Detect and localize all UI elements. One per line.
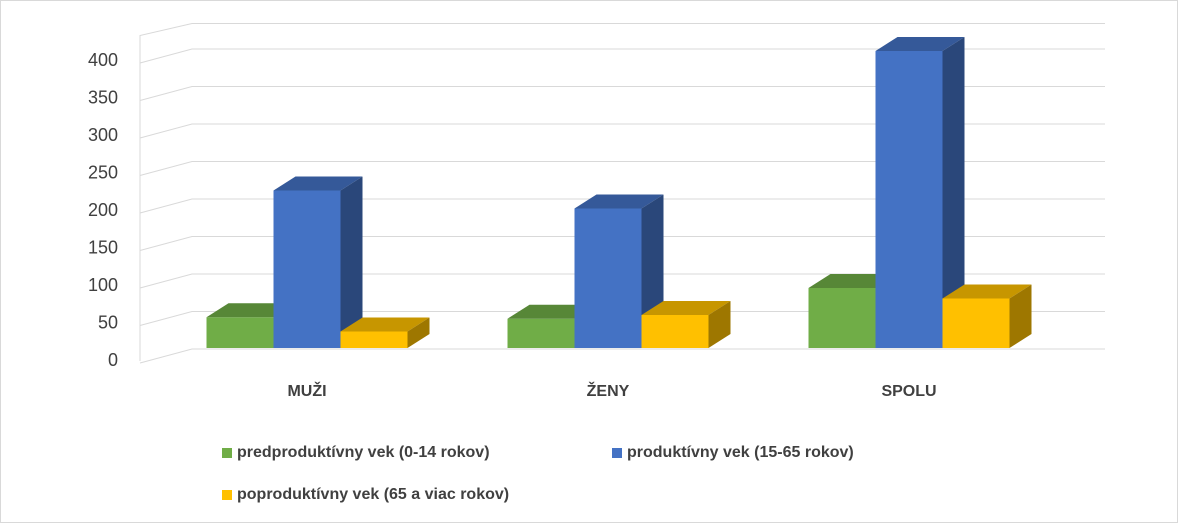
grid-line	[139, 161, 1105, 176]
y-tick-label: 150	[88, 237, 118, 257]
bar	[340, 331, 408, 348]
bar-top	[340, 317, 430, 332]
grid-line	[139, 273, 1105, 289]
bar-top	[942, 284, 1032, 299]
grid-line	[139, 198, 1105, 214]
y-tick-label: 300	[88, 125, 118, 145]
legend-swatch	[222, 490, 232, 500]
bar-side	[708, 301, 731, 348]
legend-label: produktívny vek (15-65 rokov)	[627, 444, 854, 461]
bar	[942, 298, 1010, 348]
x-tick-label: SPOLU	[881, 383, 936, 400]
bar-top	[273, 176, 363, 191]
grid-line	[139, 348, 1105, 364]
wall-edge	[139, 23, 1105, 361]
bar-top	[641, 301, 731, 315]
bar-top	[808, 274, 898, 288]
x-tick-label: ŽENY	[587, 381, 630, 400]
bar-side	[1009, 284, 1032, 348]
legend-label: predproduktívny vek (0-14 rokov)	[237, 444, 490, 461]
y-tick-label: 50	[98, 312, 118, 332]
legend-label: poproduktívny vek (65 a viac rokov)	[237, 486, 509, 503]
y-tick-label: 200	[88, 200, 118, 220]
bar-top	[507, 304, 597, 319]
bar-side	[942, 37, 965, 348]
bar	[273, 190, 341, 348]
grid-line	[139, 311, 1105, 326]
y-tick-label: 0	[108, 350, 118, 370]
bar-side	[407, 317, 430, 348]
bar	[574, 208, 642, 348]
bar-top	[206, 303, 296, 318]
bar-top	[875, 37, 965, 51]
y-tick-label: 400	[88, 50, 118, 70]
y-tick-label: 250	[88, 162, 118, 182]
y-tick-label: 100	[88, 275, 118, 295]
bar-side	[340, 176, 363, 348]
bar	[507, 318, 575, 348]
bar	[808, 288, 876, 348]
grid-line	[139, 236, 1105, 251]
x-tick-label: MUŽI	[287, 381, 326, 400]
grid-line	[139, 48, 1105, 64]
legend-swatch	[612, 448, 622, 458]
y-tick-label: 350	[88, 87, 118, 107]
bar	[641, 315, 709, 348]
bar	[206, 317, 274, 348]
bar-top	[574, 194, 664, 209]
grid-line	[139, 86, 1105, 101]
legend-swatch	[222, 448, 232, 458]
bar	[875, 51, 943, 348]
grid-line	[139, 123, 1105, 139]
